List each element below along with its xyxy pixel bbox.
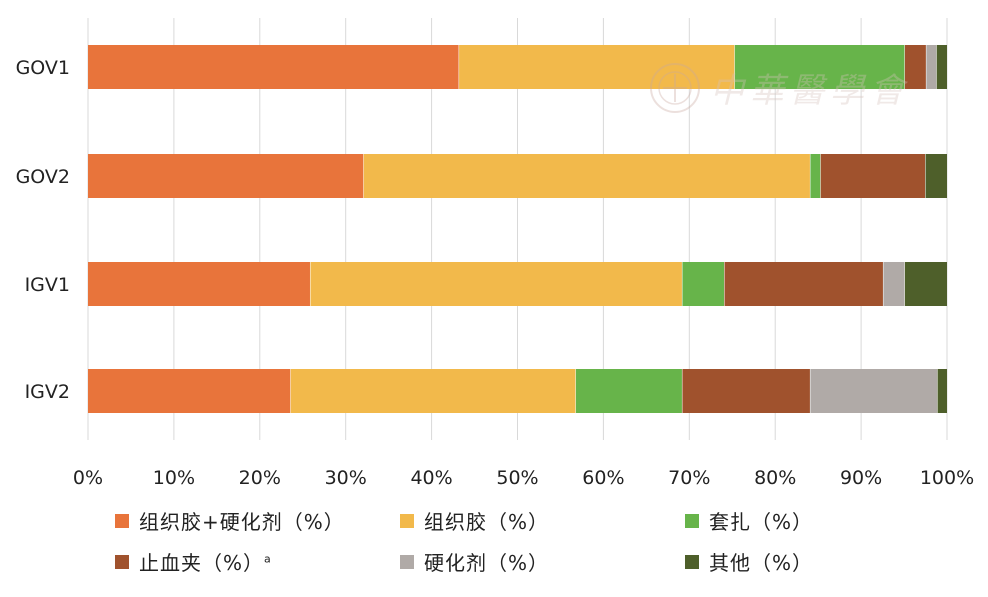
- bar-segment: [926, 45, 937, 89]
- x-tick-label: 40%: [410, 467, 452, 489]
- bar-segment: [682, 369, 811, 413]
- category-labels: GOV1 GOV2 IGV1 IGV2: [16, 57, 70, 403]
- bar-segment: [883, 262, 905, 306]
- bar-segment: [88, 262, 311, 306]
- bar-segment: [904, 262, 947, 306]
- bar-segment: [88, 45, 460, 89]
- x-tick-label: 100%: [920, 467, 974, 489]
- bar-segment: [810, 369, 938, 413]
- x-tick-labels: 0% 10% 20% 30% 40% 50% 60% 70% 80% 90% 100%: [73, 467, 974, 489]
- x-tick-label: 10%: [153, 467, 195, 489]
- category-label: IGV2: [25, 381, 70, 403]
- bar-segment: [88, 369, 291, 413]
- bar-segment: [310, 262, 683, 306]
- category-label: GOV2: [16, 166, 70, 188]
- bar-segment: [575, 369, 683, 413]
- x-tick-label: 60%: [582, 467, 624, 489]
- x-tick-label: 70%: [668, 467, 710, 489]
- bar-segment: [936, 45, 947, 89]
- bar-segment: [363, 154, 811, 198]
- bar-segment: [937, 369, 947, 413]
- x-tick-label: 20%: [239, 467, 281, 489]
- bar-segment: [459, 45, 735, 89]
- x-tick-label: 50%: [496, 467, 538, 489]
- x-tick-label: 0%: [73, 467, 103, 489]
- x-tick-label: 80%: [754, 467, 796, 489]
- bar-segment: [820, 154, 926, 198]
- category-label: IGV1: [25, 274, 70, 296]
- watermark-text: 中華醫學會: [710, 71, 910, 111]
- bar-segment: [724, 262, 884, 306]
- bar-segment: [904, 45, 927, 89]
- bar-segment: [290, 369, 576, 413]
- bar-segment: [682, 262, 725, 306]
- category-label: GOV1: [16, 57, 70, 79]
- watermark-logo: 中華醫學會: [650, 63, 910, 113]
- bar-segment: [925, 154, 947, 198]
- x-tick-label: 30%: [325, 467, 367, 489]
- bar-segment: [88, 154, 364, 198]
- bars-layer: [88, 45, 947, 413]
- x-tick-label: 90%: [840, 467, 882, 489]
- bar-segment: [810, 154, 821, 198]
- bar-segment: [734, 45, 905, 89]
